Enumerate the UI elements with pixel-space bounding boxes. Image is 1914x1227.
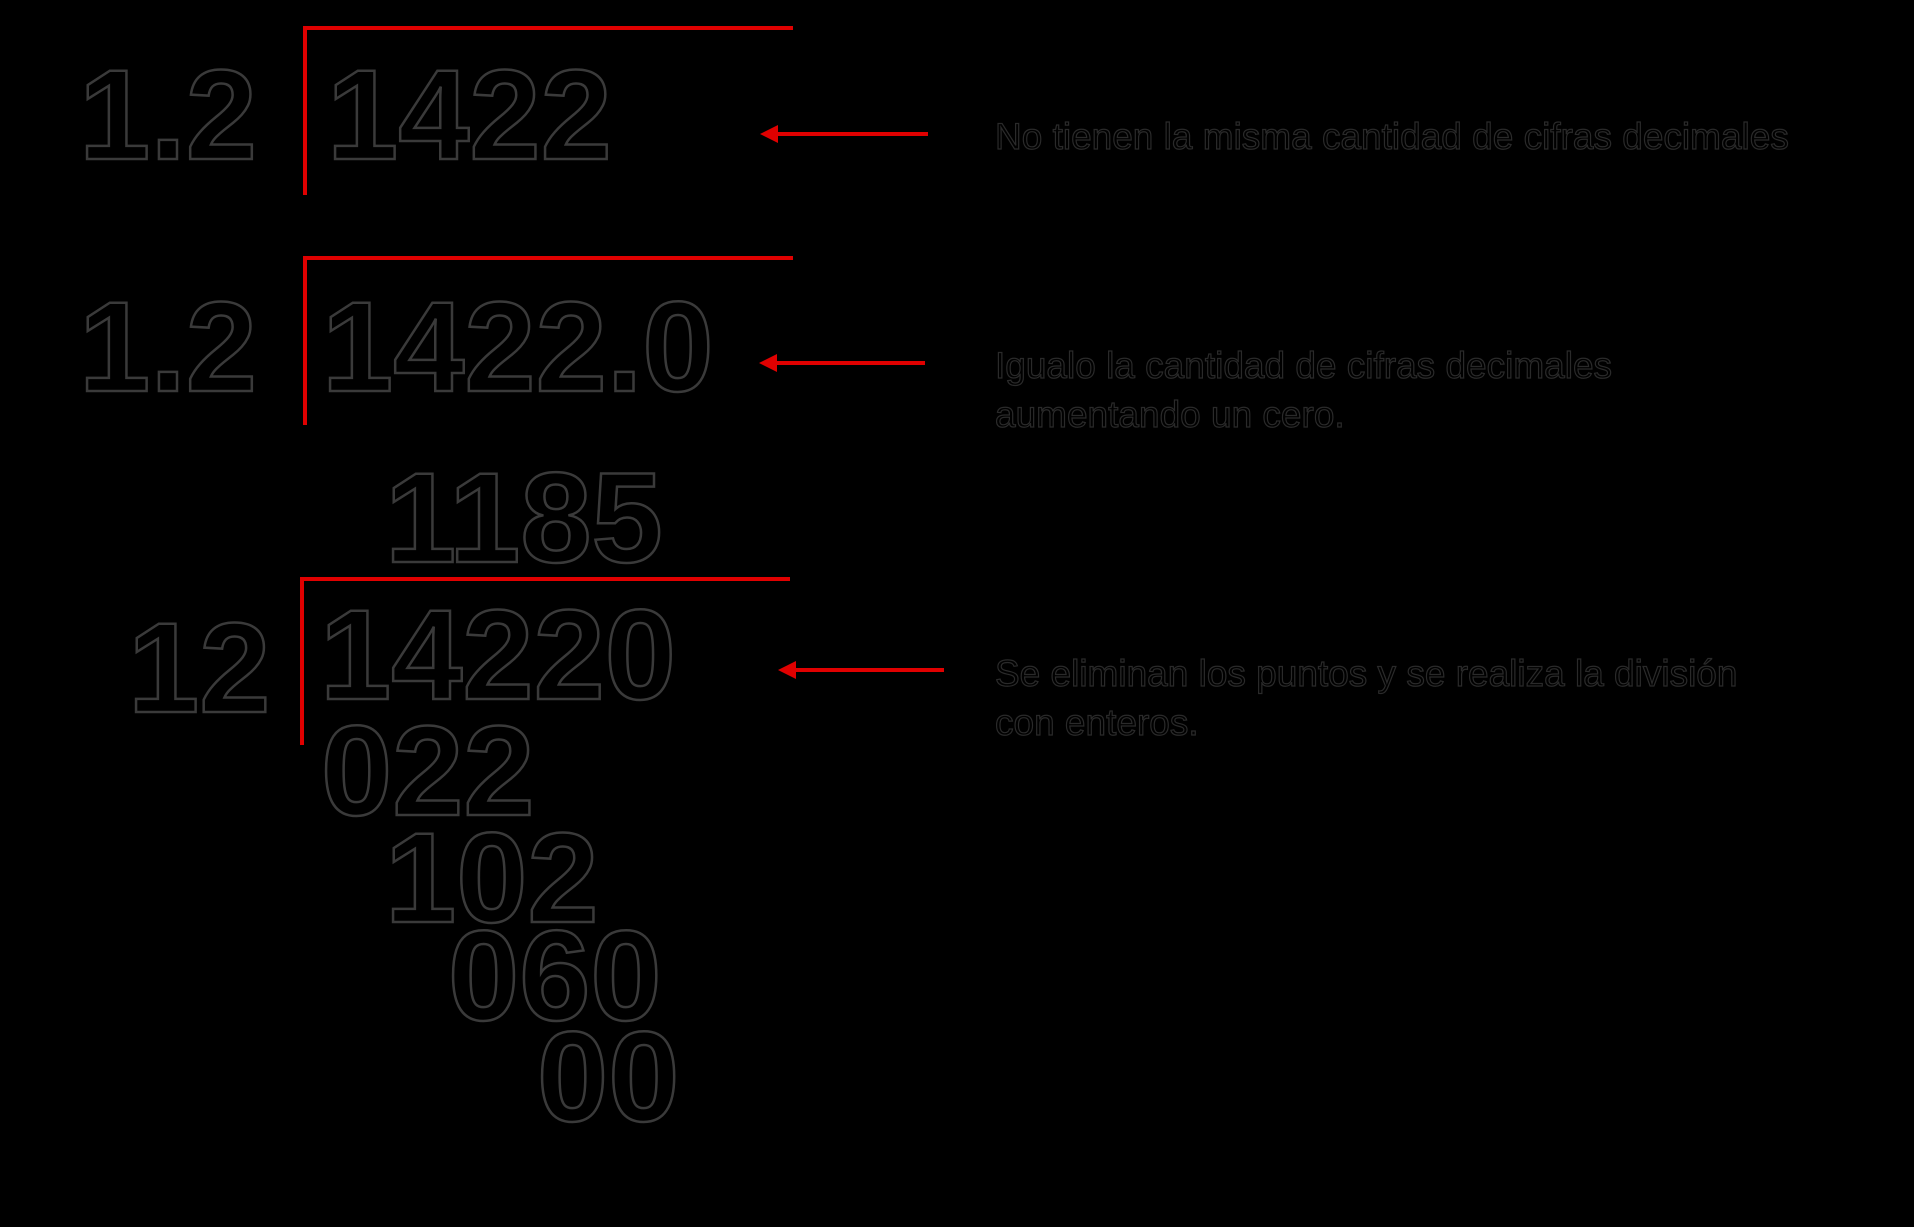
division-bracket [303, 256, 793, 425]
dividend: 14220 [320, 584, 676, 727]
division-bracket [300, 577, 790, 745]
divisor: 1.2 [79, 44, 257, 187]
note: Se eliminan los puntos y se realiza la d… [995, 653, 1737, 694]
dividend: 1422.0 [322, 276, 714, 419]
note: No tienen la misma cantidad de cifras de… [995, 116, 1789, 157]
note: con enteros. [995, 702, 1199, 743]
note: aumentando un cero. [995, 394, 1345, 435]
dividend: 1422 [327, 44, 612, 187]
division-bracket [303, 26, 793, 195]
arrow-head [778, 661, 796, 679]
quotient: 1185 [385, 447, 663, 590]
remainder: 102 [385, 807, 599, 950]
remainder: 00 [537, 1006, 679, 1149]
arrow-head [760, 125, 778, 143]
remainder: 022 [321, 700, 535, 843]
note: Igualo la cantidad de cifras decimales [995, 345, 1612, 386]
remainder: 060 [448, 905, 662, 1048]
arrow-head [759, 354, 777, 372]
divisor: 12 [128, 597, 270, 740]
divisor: 1.2 [79, 276, 257, 419]
